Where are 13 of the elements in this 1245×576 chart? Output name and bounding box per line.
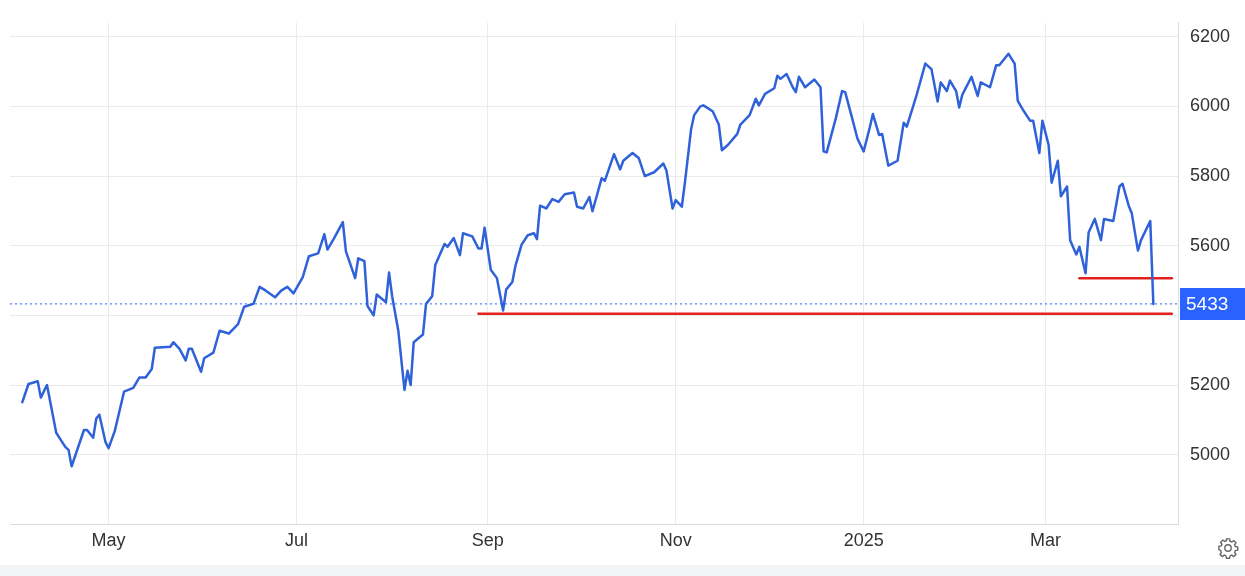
y-tick-label: 5600 (1190, 234, 1231, 255)
y-tick-label: 6000 (1190, 95, 1231, 116)
y-tick-label: 5800 (1190, 165, 1231, 186)
x-tick-label: Jul (285, 530, 309, 551)
x-tick-label: 2025 (843, 530, 884, 551)
x-tick-label: Sep (471, 530, 504, 551)
y-tick-label: 5200 (1190, 374, 1231, 395)
x-tick-label: Nov (659, 530, 692, 551)
y-tick-label: 5000 (1190, 443, 1231, 464)
ref-line-label: 5433 (1186, 293, 1229, 315)
x-tick-label: May (91, 530, 126, 551)
x-tick-label: Mar (1029, 530, 1061, 551)
y-tick-label: 6200 (1190, 25, 1231, 46)
